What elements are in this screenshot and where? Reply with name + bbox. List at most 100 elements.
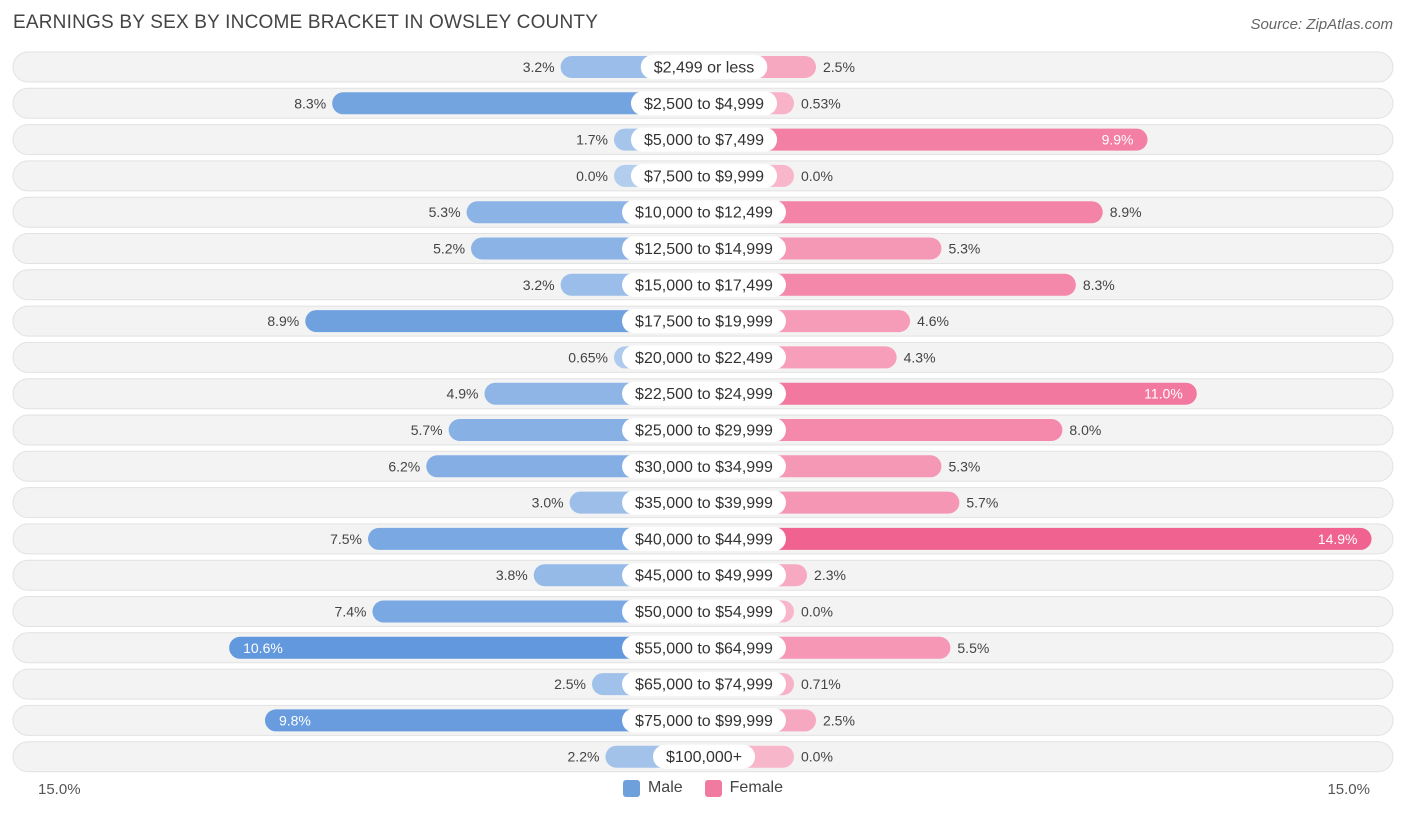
category-label: $45,000 to $49,999 <box>635 568 773 585</box>
category-label: $2,500 to $4,999 <box>644 96 764 113</box>
bar-male <box>229 636 704 659</box>
category-label: $15,000 to $17,499 <box>635 277 773 294</box>
value-label-male: 8.3% <box>294 95 326 111</box>
category-label-pill <box>622 418 786 442</box>
value-label-male: 3.8% <box>496 567 528 583</box>
value-label-female: 5.3% <box>948 458 980 474</box>
category-label-pill <box>630 127 778 152</box>
value-label-female: 2.5% <box>823 712 855 728</box>
bar-female <box>704 128 1148 151</box>
category-label: $22,500 to $24,999 <box>635 386 773 403</box>
legend-item-male[interactable]: Male <box>622 779 683 797</box>
value-label-female: 4.3% <box>904 349 936 365</box>
value-label-male: 3.2% <box>523 277 555 293</box>
bar-male <box>332 92 704 115</box>
value-label-female: 5.7% <box>966 495 998 511</box>
category-label-pill <box>622 526 786 551</box>
category-label-pill <box>640 55 768 79</box>
category-label-pill <box>622 381 786 406</box>
legend-swatch-female <box>704 779 722 797</box>
legend-label-male: Male <box>647 779 683 796</box>
value-label-female: 0.71% <box>801 676 841 692</box>
category-label-pill <box>622 345 786 370</box>
value-label-female: 8.0% <box>1069 422 1101 438</box>
bar-female <box>704 527 1372 550</box>
category-label: $30,000 to $34,999 <box>635 459 773 476</box>
legend-item-female[interactable]: Female <box>704 779 784 797</box>
axis-right-label: 15.0% <box>1327 781 1370 798</box>
value-label-male: 8.9% <box>267 313 299 329</box>
category-label-pill <box>622 635 786 660</box>
category-label: $55,000 to $64,999 <box>635 640 773 657</box>
category-label-pill <box>622 490 786 515</box>
value-label-female: 0.0% <box>801 604 833 620</box>
category-label: $25,000 to $29,999 <box>635 423 773 440</box>
category-label-pill <box>652 744 756 769</box>
category-label: $100,000+ <box>666 749 742 766</box>
category-label-pill <box>622 454 786 479</box>
category-label-pill <box>622 309 786 334</box>
value-label-female: 8.9% <box>1110 204 1142 220</box>
bar-female <box>704 382 1197 405</box>
category-label: $50,000 to $54,999 <box>635 604 773 621</box>
value-label-female: 14.9% <box>1318 531 1358 547</box>
value-label-male: 1.7% <box>576 132 608 148</box>
chart-title: EARNINGS BY SEX BY INCOME BRACKET IN OWS… <box>13 12 599 33</box>
legend: Male Female <box>0 779 1406 797</box>
category-label-pill <box>622 599 786 624</box>
bar-male <box>372 600 704 623</box>
value-label-male: 5.3% <box>429 204 461 220</box>
category-label: $2,499 or less <box>654 60 755 77</box>
value-label-female: 0.0% <box>801 168 833 184</box>
value-label-male: 6.2% <box>388 458 420 474</box>
category-label: $35,000 to $39,999 <box>635 495 773 512</box>
bar-male <box>264 709 704 732</box>
value-label-male: 3.0% <box>532 495 564 511</box>
category-label-pill <box>622 563 786 588</box>
value-label-female: 8.3% <box>1083 277 1115 293</box>
value-label-male: 0.65% <box>568 349 608 365</box>
category-label-pill <box>622 272 786 297</box>
legend-label-female: Female <box>729 779 784 796</box>
value-label-female: 11.0% <box>1144 386 1183 402</box>
category-label: $40,000 to $44,999 <box>635 531 773 548</box>
value-label-male: 4.9% <box>447 386 479 402</box>
value-label-female: 9.9% <box>1102 132 1134 148</box>
value-label-male: 3.2% <box>523 59 555 75</box>
category-label-pill <box>622 708 786 733</box>
value-label-female: 2.5% <box>823 59 855 75</box>
bar-female <box>704 273 1076 296</box>
category-label-pill <box>630 91 778 116</box>
value-label-female: 2.3% <box>814 567 846 583</box>
category-label-pill <box>622 200 786 225</box>
category-label: $17,500 to $19,999 <box>635 314 773 331</box>
category-label-pill <box>622 672 786 697</box>
value-label-female: 0.0% <box>801 749 833 765</box>
value-label-male: 5.7% <box>411 422 443 438</box>
value-label-female: 4.6% <box>917 313 949 329</box>
value-label-male: 2.5% <box>554 676 586 692</box>
source-label: Source: ZipAtlas.com <box>1250 16 1393 33</box>
value-label-female: 5.3% <box>948 241 980 257</box>
value-label-male: 2.2% <box>568 749 600 765</box>
bar-male <box>305 310 704 333</box>
category-label: $10,000 to $12,499 <box>635 205 773 222</box>
category-label: $5,000 to $7,499 <box>644 132 764 149</box>
legend-swatch-male <box>622 779 640 797</box>
bar-female <box>704 419 1063 441</box>
bar-female <box>704 201 1103 224</box>
bar-male <box>368 527 704 550</box>
value-label-male: 9.8% <box>279 712 311 728</box>
category-label: $65,000 to $74,999 <box>635 677 773 694</box>
category-label: $12,500 to $14,999 <box>635 241 773 258</box>
value-label-male: 5.2% <box>433 241 465 257</box>
category-label: $7,500 to $9,999 <box>644 168 764 185</box>
value-label-male: 10.6% <box>243 640 283 656</box>
axis-left-label: 15.0% <box>38 781 81 798</box>
value-label-female: 5.5% <box>957 640 989 656</box>
value-label-female: 0.53% <box>801 95 841 111</box>
category-label: $20,000 to $22,499 <box>635 350 773 367</box>
value-label-male: 7.4% <box>335 604 367 620</box>
value-label-male: 7.5% <box>330 531 362 547</box>
